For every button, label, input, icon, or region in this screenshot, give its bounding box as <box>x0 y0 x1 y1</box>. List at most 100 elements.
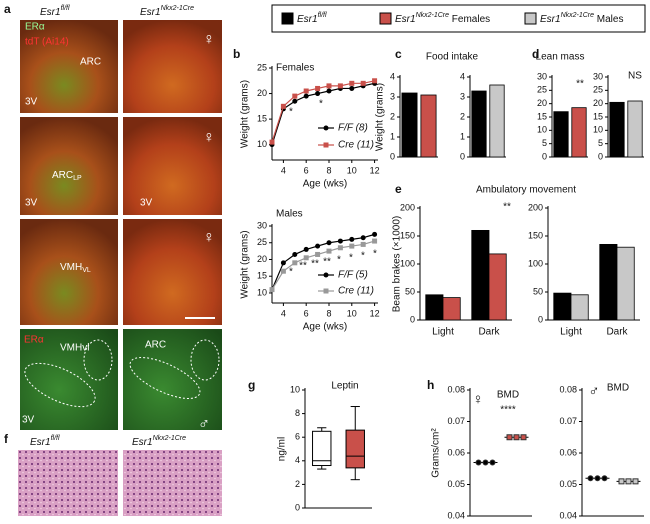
micrograph-label: 3V <box>25 198 38 209</box>
micrograph-label: 3V <box>25 97 38 108</box>
column-header: Esr1fl/fl <box>40 5 70 18</box>
y-tick-label: 0 <box>295 502 300 512</box>
y-axis-label: ng/ml <box>277 437 288 461</box>
y-tick-label: 15 <box>593 111 603 121</box>
y-tick-label: 25 <box>593 85 603 95</box>
micrograph-label: ♂ <box>198 416 210 433</box>
column-header-base: Esr1 <box>40 7 61 18</box>
marker <box>360 235 366 241</box>
x-tick-label: 10 <box>347 308 357 318</box>
y-tick-label: 0 <box>598 151 603 161</box>
x-axis-label: Age (wks) <box>303 322 347 333</box>
y-tick-label: 20 <box>257 254 267 264</box>
x-tick-label: 12 <box>370 308 380 318</box>
marker <box>337 238 343 244</box>
significance: * <box>289 267 293 278</box>
column-header: Esr1Nkx2-1Cre <box>132 435 186 448</box>
y-tick-label: 15 <box>537 111 547 121</box>
y-tick-label: 20 <box>593 98 603 108</box>
chart-title: BMD <box>497 390 519 401</box>
y-tick-label: 15 <box>257 113 267 123</box>
marker <box>269 287 275 293</box>
y-tick-label: 150 <box>528 230 543 240</box>
marker <box>315 243 321 249</box>
y-tick-label: 200 <box>528 202 543 212</box>
micrograph-label-sub: VL <box>82 267 91 274</box>
y-tick-label: 20 <box>537 98 547 108</box>
marker <box>315 85 321 91</box>
marker <box>587 475 594 482</box>
bar <box>401 92 418 158</box>
legend-entry-sup: Nkx2-1Cre <box>416 12 450 19</box>
legend-swatch <box>379 12 392 25</box>
chart-title: BMD <box>607 383 629 394</box>
significance: ** <box>503 202 511 213</box>
marker <box>292 93 298 99</box>
y-tick-label: 50 <box>405 286 415 296</box>
legend-entry: F/F (5) <box>338 270 368 281</box>
x-tick-label: Dark <box>606 327 628 338</box>
y-tick-label: 0 <box>460 151 465 161</box>
y-tick-label: 4 <box>390 71 395 81</box>
marker <box>632 478 639 485</box>
bar <box>425 294 444 321</box>
box <box>312 430 332 467</box>
legend-entry-tail: Males <box>594 14 623 25</box>
marker <box>625 478 632 485</box>
y-tick-label: 0.06 <box>447 447 465 457</box>
y-tick-label: 30 <box>537 71 547 81</box>
y-tick-label: 150 <box>400 230 415 240</box>
legend-entry-tail: Females <box>449 14 490 25</box>
marker <box>520 434 527 441</box>
marker <box>482 459 489 466</box>
y-tick-label: 0.07 <box>559 416 577 426</box>
y-tick-label: 50 <box>533 286 543 296</box>
y-tick-label: 10 <box>290 384 300 394</box>
y-tick-label: 0.04 <box>559 510 577 520</box>
bar <box>489 84 505 158</box>
y-tick-label: 5 <box>598 138 603 148</box>
marker <box>372 238 378 244</box>
x-tick-label: 8 <box>326 308 331 318</box>
y-axis-label: Weight (grams) <box>240 80 251 148</box>
legend-swatch <box>281 12 294 25</box>
significance: * <box>319 99 323 110</box>
micrograph-label: ♀ <box>203 129 215 146</box>
y-tick-label: 5 <box>542 138 547 148</box>
column-header: Esr1Nkx2-1Cre <box>140 5 194 18</box>
box <box>345 429 365 469</box>
y-tick-label: 0.08 <box>559 384 577 394</box>
marker <box>326 248 332 254</box>
marker <box>618 478 625 485</box>
x-tick-label: 6 <box>304 308 309 318</box>
significance: NS <box>628 71 642 82</box>
significance: * <box>337 255 341 266</box>
chart-title: Food intake <box>426 52 479 63</box>
micrograph-label: 3V <box>140 198 153 209</box>
micrographs-f <box>18 450 222 516</box>
y-tick-label: 2 <box>295 479 300 489</box>
x-tick-label: 4 <box>281 165 286 175</box>
y-tick-label: 15 <box>257 271 267 281</box>
y-tick-label: 10 <box>537 125 547 135</box>
y-tick-label: 8 <box>295 408 300 418</box>
panel-label: c <box>395 47 402 61</box>
y-tick-label: 30 <box>593 71 603 81</box>
marker <box>292 251 298 257</box>
y-tick-label: 10 <box>593 125 603 135</box>
marker <box>349 85 355 91</box>
bar <box>553 292 572 321</box>
significance: * <box>373 249 377 260</box>
significance: * <box>361 251 365 262</box>
significance: **** <box>500 405 516 416</box>
x-tick-label: Light <box>560 327 582 338</box>
y-axis-label: Weight (grams) <box>375 83 386 151</box>
sex-symbol: ♀ <box>472 391 483 408</box>
marker <box>315 91 321 97</box>
legend-entry: Cre (11) <box>338 286 374 297</box>
y-tick-label: 25 <box>257 237 267 247</box>
panel-label: b <box>233 47 240 61</box>
marker <box>372 78 378 84</box>
y-tick-label: 100 <box>400 258 415 268</box>
marker <box>594 475 601 482</box>
